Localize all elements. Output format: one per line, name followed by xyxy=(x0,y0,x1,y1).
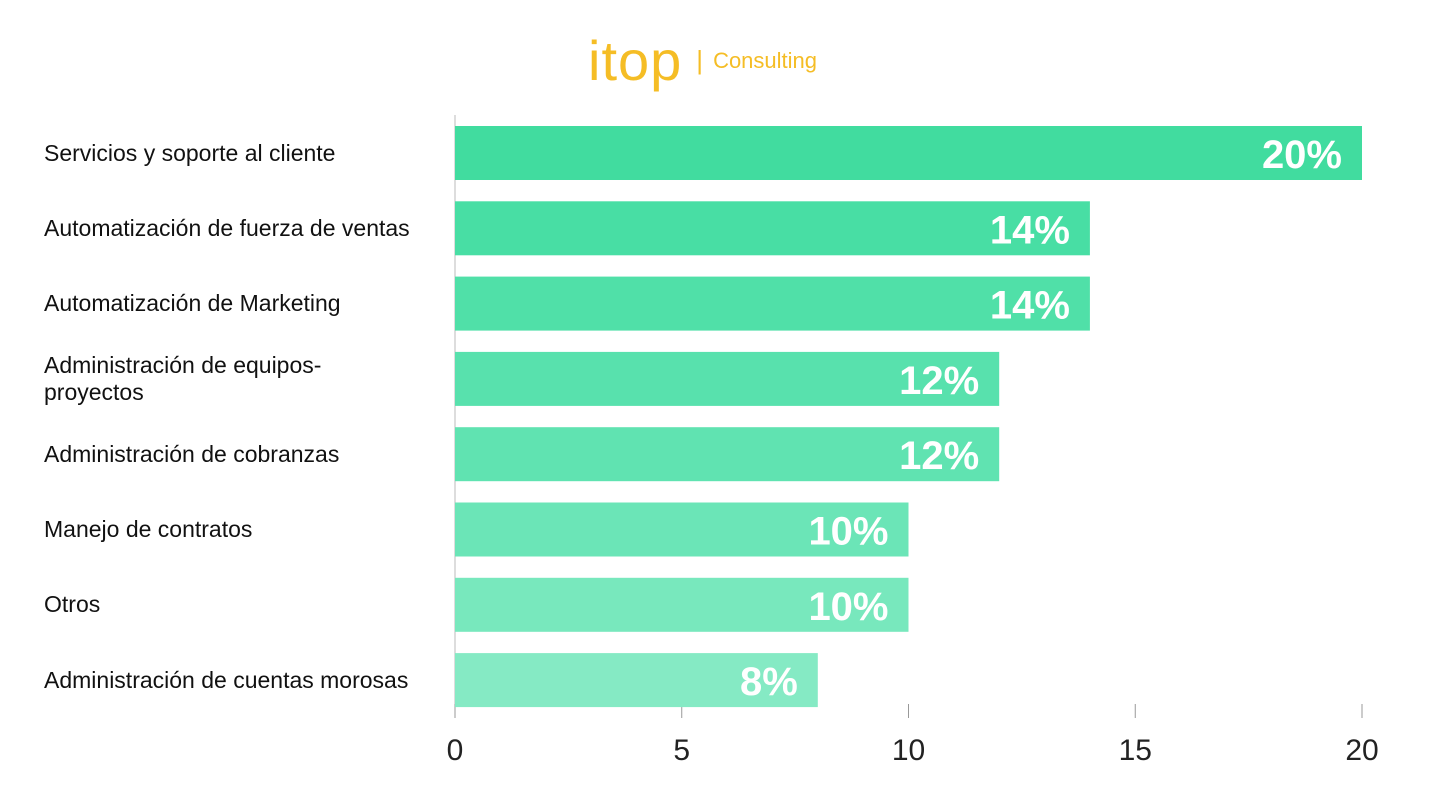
bar xyxy=(455,502,909,557)
value-label: 10% xyxy=(808,585,888,629)
bar xyxy=(455,126,1362,180)
value-label: 14% xyxy=(990,284,1070,328)
logo-tagline: Consulting xyxy=(713,47,818,73)
category-label: Administración de cobranzas xyxy=(44,440,340,467)
value-label: 12% xyxy=(899,359,979,403)
bar xyxy=(455,201,1090,256)
logo: itop | Consulting xyxy=(588,28,817,93)
bar xyxy=(455,427,1000,482)
value-label: 10% xyxy=(808,510,888,554)
category-label: Manejo de contratos xyxy=(44,516,253,542)
bar xyxy=(455,653,818,708)
bar xyxy=(455,276,1090,331)
value-label: 8% xyxy=(740,660,798,704)
x-tick-label: 15 xyxy=(1119,734,1152,767)
value-label: 14% xyxy=(990,208,1070,252)
bar xyxy=(455,577,909,632)
category-label: Servicios y soporte al cliente xyxy=(44,139,336,166)
logo-brand: itop xyxy=(588,29,683,92)
x-tick-label: 20 xyxy=(1345,734,1378,767)
category-label: Otros xyxy=(44,591,101,618)
x-tick-label: 10 xyxy=(892,734,925,767)
category-label: Automatización de fuerza de ventas xyxy=(44,214,410,241)
category-label: Automatización de Marketing xyxy=(44,290,341,317)
value-label: 12% xyxy=(899,434,979,478)
bar xyxy=(455,351,1000,406)
value-label: 20% xyxy=(1262,133,1342,177)
x-tick-label: 5 xyxy=(673,734,690,767)
x-tick-label: 0 xyxy=(447,734,464,767)
category-label: Administración de equipos-proyectos xyxy=(44,351,322,405)
category-label: Administración de cuentas morosas xyxy=(44,666,409,693)
logo-separator: | xyxy=(696,45,704,75)
